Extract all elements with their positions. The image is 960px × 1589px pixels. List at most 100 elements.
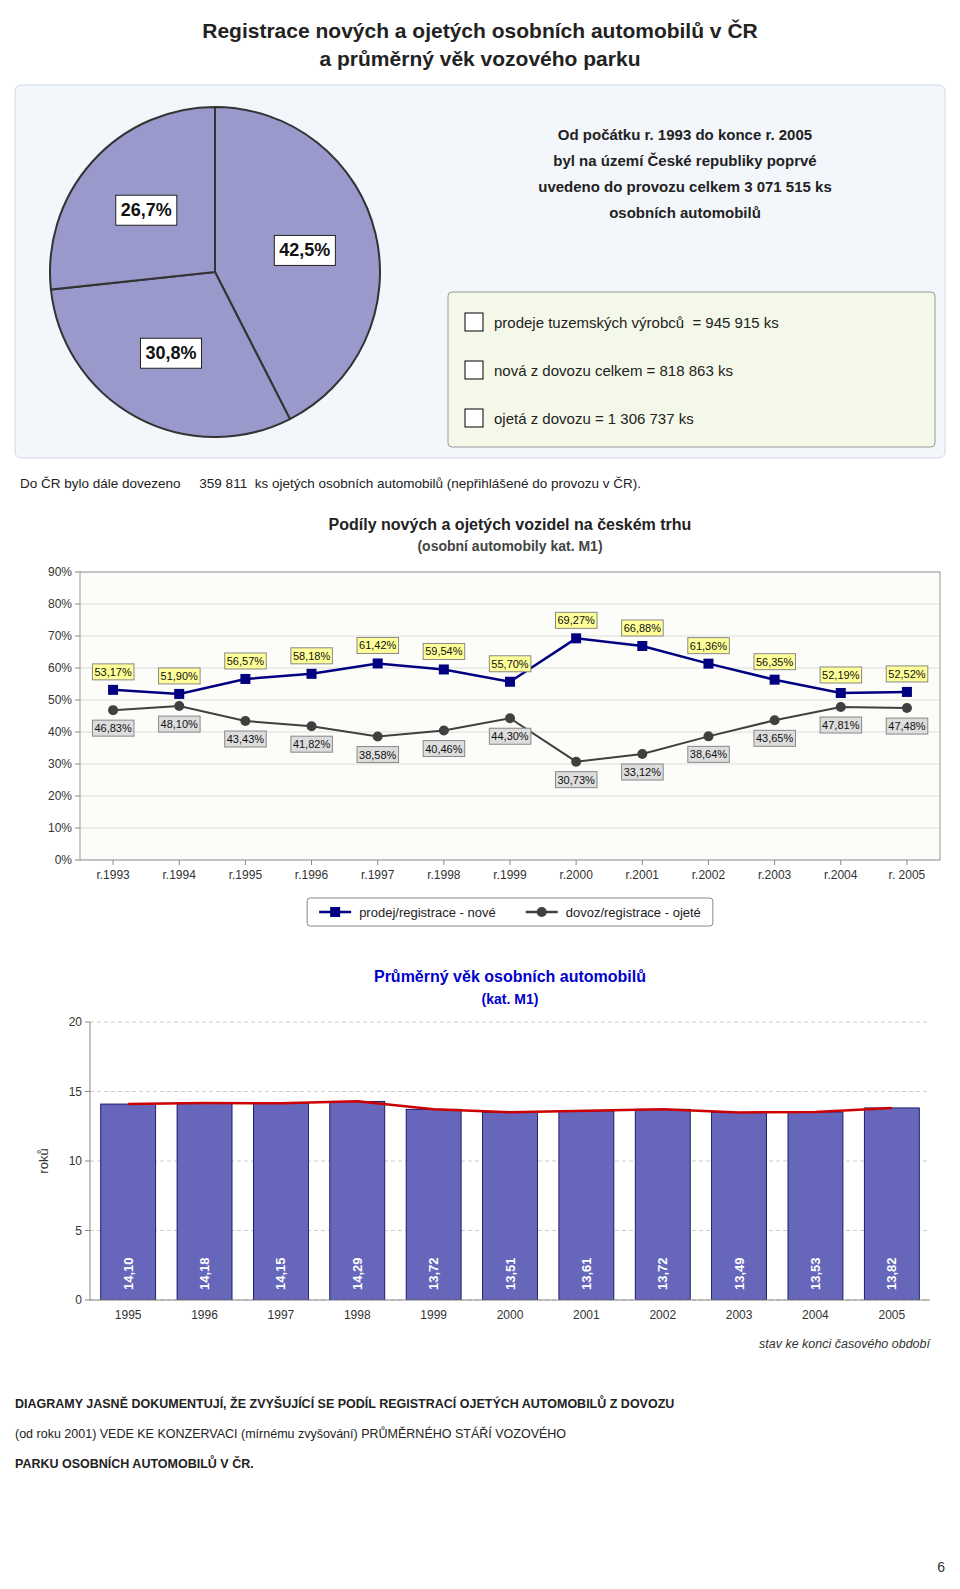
page-body: { "title": "Registrace nových a ojetých …	[0, 0, 960, 1589]
data-label: 13,53	[808, 1257, 823, 1290]
series-marker	[836, 702, 846, 712]
grid-line	[80, 700, 940, 701]
x-tick	[708, 860, 709, 865]
data-label-box	[622, 620, 664, 636]
data-label: 13,72	[426, 1257, 441, 1290]
legend-marker	[330, 907, 340, 917]
series-marker	[703, 731, 713, 741]
y-tick-label: 80%	[48, 597, 72, 611]
pie-legend-item: prodeje tuzemských výrobců = 945 915 ks	[494, 314, 779, 331]
x-tick-label: 2004	[802, 1308, 829, 1322]
data-label: 69,27%	[557, 614, 595, 626]
bar-axes: 05101520roků1995199619971998199920002001…	[36, 1015, 930, 1322]
series-marker	[902, 687, 912, 697]
data-label: 13,51	[503, 1257, 518, 1290]
series-marker	[108, 685, 118, 695]
x-tick	[311, 860, 312, 865]
x-tick	[774, 860, 775, 865]
x-tick	[642, 860, 643, 865]
data-label-box	[92, 720, 134, 736]
y-tick-label: 15	[69, 1085, 83, 1099]
series-marker	[505, 713, 515, 723]
data-label-box	[820, 717, 862, 733]
y-axis-line	[90, 1022, 91, 1300]
data-label: 14,29	[350, 1257, 365, 1290]
data-label: 13,49	[732, 1257, 747, 1290]
bar-chart-note: stav ke konci časového období	[759, 1337, 931, 1351]
series-line	[113, 638, 907, 694]
grid-line	[90, 1300, 930, 1301]
data-label: 66,88%	[624, 622, 662, 634]
data-label: 13,82	[884, 1257, 899, 1290]
line-axes: 0%10%20%30%40%50%60%70%80%90%r.1993r.199…	[48, 565, 940, 882]
y-tick	[85, 1230, 90, 1231]
pie-data-label: 42,5%	[279, 240, 330, 260]
data-label: 14,10	[121, 1257, 136, 1290]
series-marker	[373, 732, 383, 742]
y-axis-label: roků	[36, 1148, 51, 1173]
info-line: byl na území České republiky poprvé	[553, 152, 816, 169]
data-label-box	[555, 612, 597, 628]
data-label-box	[688, 638, 730, 654]
data-label: 47,81%	[822, 719, 860, 731]
bar	[177, 1103, 232, 1300]
grid-line	[80, 828, 940, 829]
grid-line	[90, 1022, 930, 1023]
series-marker	[571, 633, 581, 643]
x-tick	[510, 860, 511, 865]
x-tick-label: 1996	[191, 1308, 218, 1322]
series-marker	[373, 658, 383, 668]
x-tick	[840, 860, 841, 865]
x-tick	[906, 860, 907, 865]
x-tick-label: r.1996	[295, 868, 329, 882]
data-label-box	[489, 728, 531, 744]
pie-label-box	[116, 195, 177, 225]
legend-entry: prodej/registrace - nové	[359, 905, 496, 920]
x-tick-label: 1997	[268, 1308, 295, 1322]
series-marker	[571, 757, 581, 767]
y-tick	[85, 1022, 90, 1023]
y-tick	[75, 828, 80, 829]
y-tick-label: 40%	[48, 725, 72, 739]
x-tick	[113, 860, 114, 865]
y-tick	[75, 572, 80, 573]
data-label-box	[886, 666, 928, 682]
data-label: 46,83%	[94, 722, 132, 734]
page-subtitle: a průměrný věk vozového parku	[320, 47, 641, 70]
series-marker	[836, 688, 846, 698]
series-marker	[108, 705, 118, 715]
data-label-box	[291, 736, 333, 752]
y-tick-label: 10%	[48, 821, 72, 835]
x-tick	[576, 860, 577, 865]
series-marker	[902, 703, 912, 713]
x-tick-label: 2005	[878, 1308, 905, 1322]
data-label: 43,43%	[227, 733, 265, 745]
data-label: 14,18	[197, 1257, 212, 1290]
pie-data-label: 30,8%	[145, 343, 196, 363]
bar-chart-subtitle: (kat. M1)	[482, 991, 539, 1007]
y-tick	[85, 1091, 90, 1092]
series-marker	[770, 675, 780, 685]
bar	[712, 1112, 767, 1300]
y-tick	[75, 796, 80, 797]
data-label-box	[357, 747, 399, 763]
pie-info-text: Od počátku r. 1993 do konce r. 2005byl n…	[538, 126, 831, 221]
pie-legend-item: ojetá z dovozu = 1 306 737 ks	[494, 410, 694, 427]
x-tick-label: 1995	[115, 1308, 142, 1322]
bar-plot	[101, 1101, 920, 1300]
data-label-box	[357, 637, 399, 653]
pie-slices	[50, 107, 380, 437]
data-label: 56,35%	[756, 656, 794, 668]
page-number: 6	[937, 1559, 945, 1575]
data-label: 33,12%	[624, 766, 662, 778]
series-marker	[770, 715, 780, 725]
bar	[330, 1101, 385, 1300]
pie-slice	[50, 107, 215, 290]
bar-chart-title: Průměrný věk osobních automobilů	[374, 968, 646, 985]
data-label: 48,10%	[161, 718, 199, 730]
data-label-box	[886, 718, 928, 734]
pie-legend-item: nová z dovozu celkem = 818 863 ks	[494, 362, 733, 379]
y-tick-label: 70%	[48, 629, 72, 643]
x-tick	[245, 860, 246, 865]
data-label-box	[291, 648, 333, 664]
